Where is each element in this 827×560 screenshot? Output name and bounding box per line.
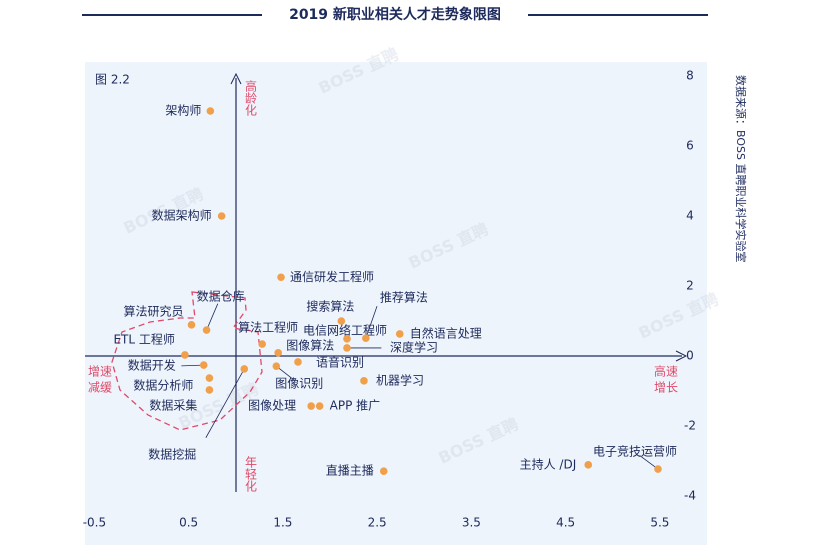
leader-line [206,303,219,331]
x-tick-label: 5.5 [650,516,669,530]
point-label: APP 推广 [330,399,381,413]
point-label: 语音识别 [316,354,364,369]
point [294,358,302,366]
point-label: 算法研究员 [123,303,183,318]
point-label: 电信网络工程师 [303,322,387,337]
point [654,465,662,473]
point-label: 数据开发 [128,358,176,373]
leader-line [639,455,659,470]
y-tick-label: -2 [684,419,696,433]
point-label: 图像算法 [286,337,334,352]
quadrant-label: 减缓 [88,381,112,395]
quadrant-label: 增长 [654,381,678,395]
point [584,461,593,469]
x-tick-label: 0.5 [179,516,198,530]
point [187,321,196,329]
point [240,365,249,373]
point-label: 数据分析师 [133,378,193,393]
point-label: 图像识别 [275,377,323,391]
y-tick-label: 4 [686,209,694,223]
x-tick-label: 3.5 [462,516,481,530]
axis-arrow [675,350,688,362]
figure-label: 图 2.2 [95,73,130,87]
quadrant-label: 年轻化 [244,456,258,493]
point-label: 架构师 [165,103,201,118]
quadrant-label: 增速 [88,365,112,379]
x-tick-label: 1.5 [273,516,292,530]
point-label: 数据采集 [149,397,197,412]
point [277,273,285,282]
point [205,386,214,394]
leader-line [205,368,245,438]
point [362,334,370,342]
point [343,344,351,352]
axis-arrow [230,72,242,85]
y-tick-label: 0 [686,349,694,363]
point-label: 数据仓库 [197,289,245,304]
cluster-outline [111,291,263,431]
quadrant-label: 高龄化 [244,79,258,117]
plot-background [85,62,707,545]
point [379,467,388,475]
y-tick-label: 6 [686,139,694,153]
point [199,361,208,369]
y-tick-label: -4 [684,489,696,503]
point [272,362,281,370]
x-tick-label: -0.5 [83,516,106,530]
quadrant-label: 高速 [654,364,678,379]
y-tick-label: 8 [686,69,694,83]
point [315,402,324,410]
point [206,107,215,115]
point-label: 深度学习 [390,339,438,354]
y-tick-label: 2 [686,279,694,293]
point-label: 主持人 /DJ [520,456,577,471]
leader-line [276,365,295,381]
point-label: 图像处理 [248,399,296,413]
point [307,402,315,410]
point-label: 机器学习 [376,372,424,387]
point [205,374,214,382]
point-label: 电子竞技运营师 [593,445,677,459]
point-label: 直播主播 [326,464,374,478]
point-label: 通信研发工程师 [290,269,374,284]
point [337,317,346,325]
source-note: 数据来源：BOSS 直聘职业科学实验室 [734,75,748,262]
point [181,351,189,359]
point [360,377,368,385]
point-label: 算法工程师 [238,320,298,335]
point-label: 数据架构师 [152,208,212,223]
x-tick-label: 2.5 [368,516,387,530]
point [202,326,211,334]
chart-title: 2019 新职业相关人才走势象限图 [289,6,501,23]
point [343,335,351,343]
point-label: 数据挖掘 [148,446,196,461]
point-label: ETL 工程师 [113,331,174,346]
point [395,330,404,338]
point-label: 搜索算法 [306,299,354,314]
leader-line [365,306,378,339]
point [217,212,226,220]
point [274,349,282,357]
point [258,340,266,348]
x-tick-label: 4.5 [556,516,575,530]
point-label: 自然语言处理 [410,325,482,340]
point-label: 推荐算法 [380,290,428,305]
